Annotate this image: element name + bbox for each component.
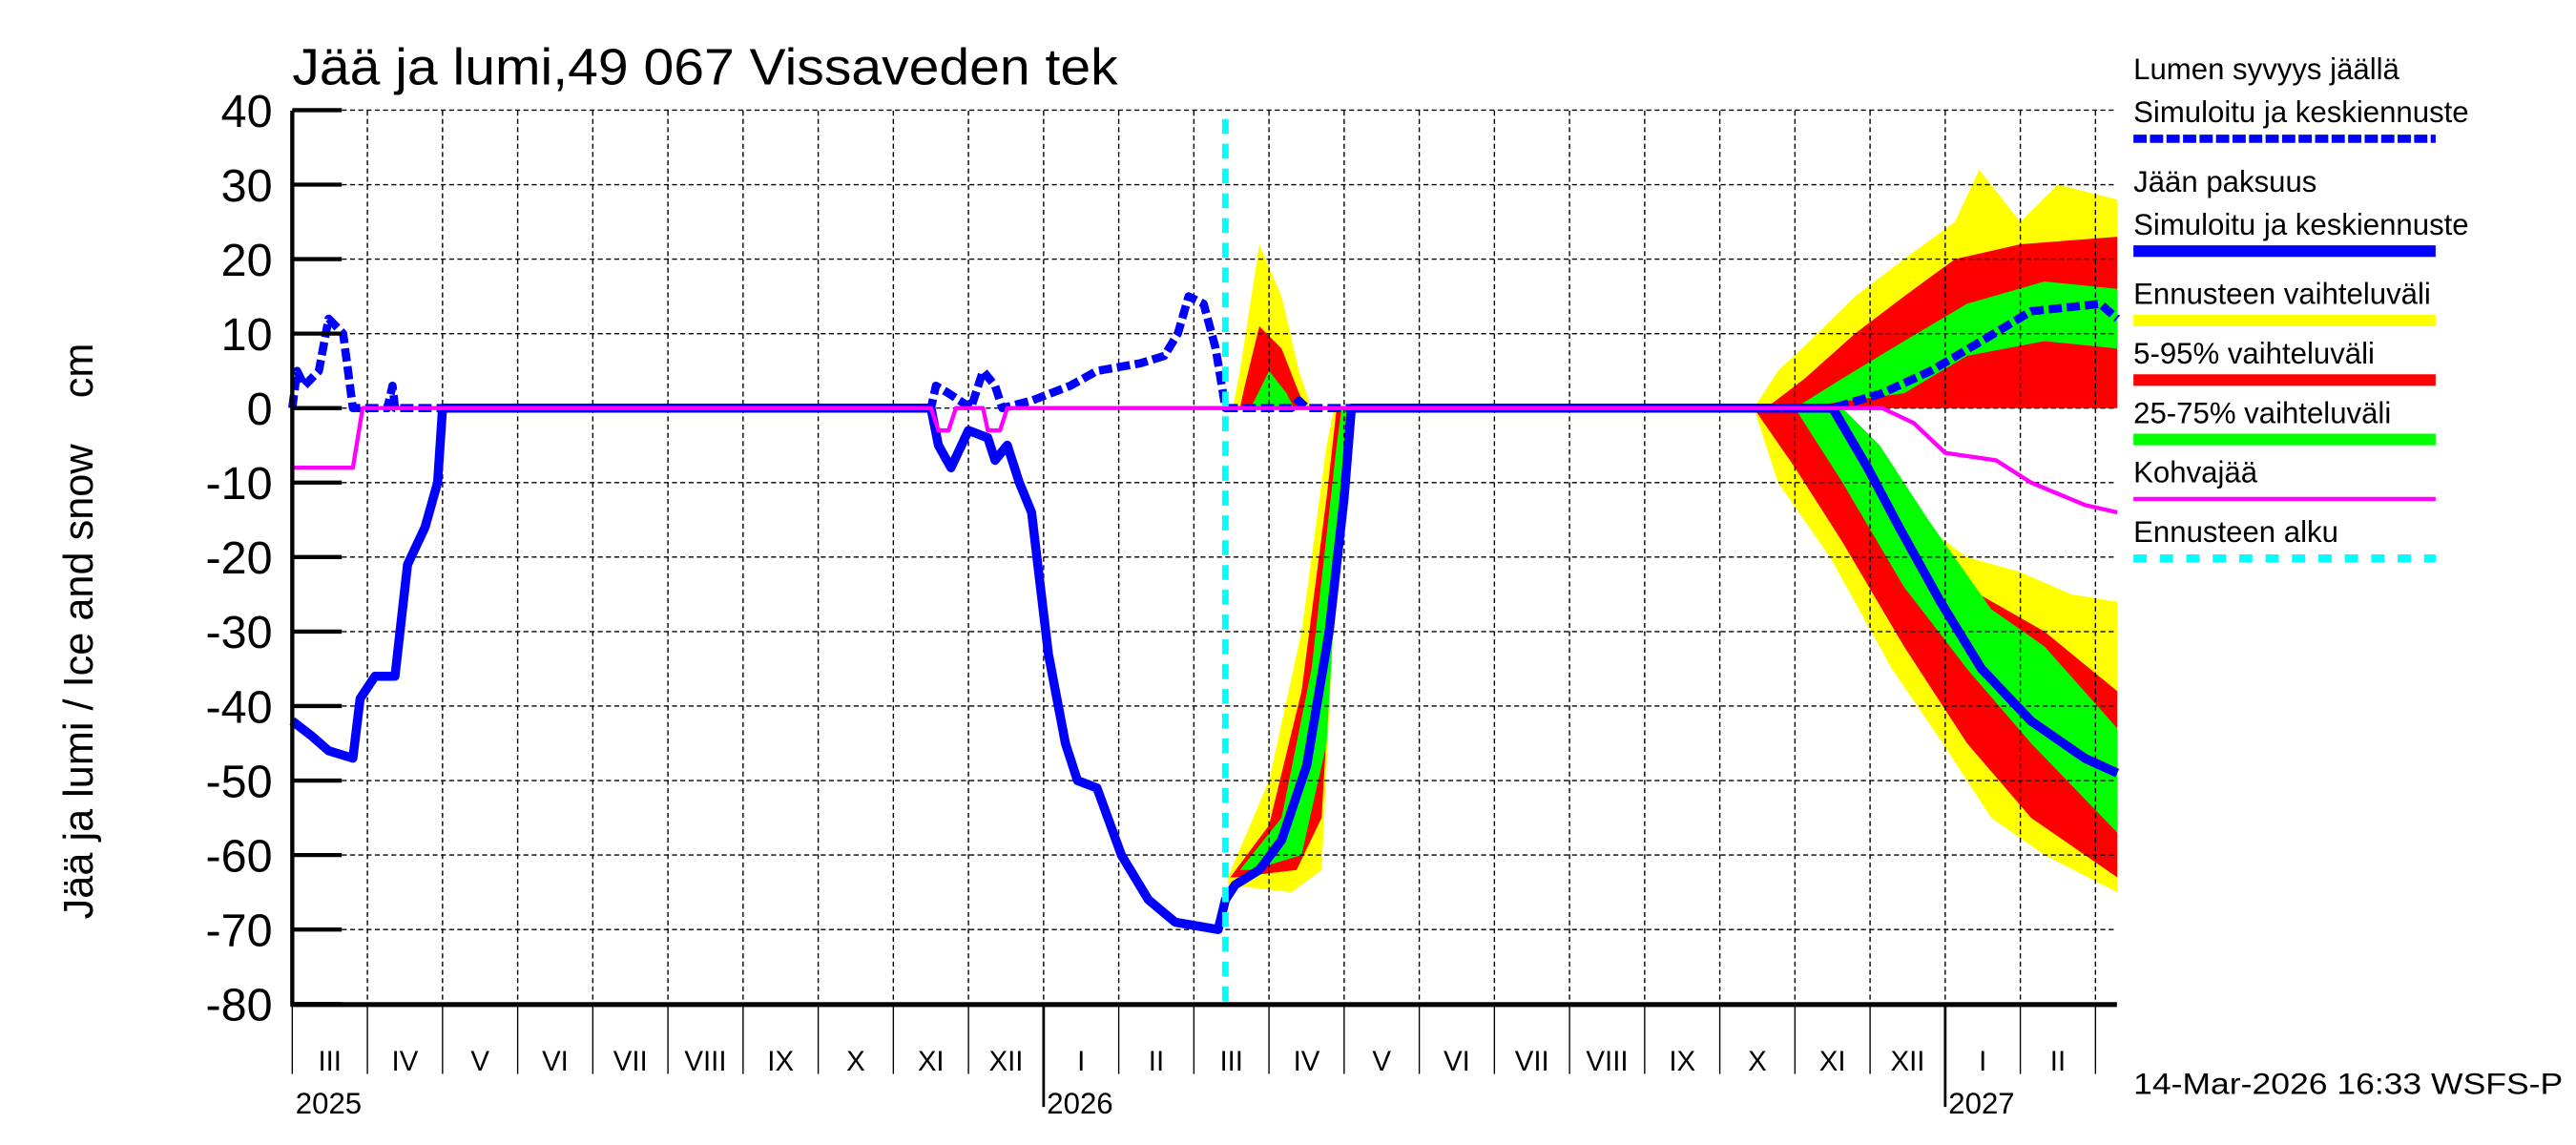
month-label: IV (392, 1046, 419, 1077)
legend-label: Jään paksuus (2133, 165, 2316, 198)
legend-label: Simuloitu ja keskiennuste (2133, 95, 2468, 129)
month-label: III (318, 1046, 342, 1077)
timestamp: 14-Mar-2026 16:33 WSFS-P (2133, 1067, 2563, 1100)
y-tick-label: 20 (221, 235, 273, 286)
legend-item: Ennusteen alku (2133, 515, 2436, 563)
band-ff0000 (1754, 407, 2118, 878)
y-tick-label: 40 (221, 86, 273, 137)
month-label: III (1219, 1046, 1243, 1077)
y-tick-label: -40 (206, 681, 273, 733)
month-label: I (1077, 1046, 1085, 1077)
y-tick-label: -10 (206, 458, 273, 510)
month-label: X (1748, 1046, 1767, 1077)
month-label: VI (542, 1046, 569, 1077)
band-00ff00 (1249, 370, 1295, 408)
legend-label: Ennusteen alku (2133, 515, 2338, 549)
month-label: V (1372, 1046, 1391, 1077)
month-label: V (470, 1046, 489, 1077)
y-tick-label: -80 (206, 980, 273, 1031)
band-ff0000 (1239, 325, 1307, 408)
month-label: I (1979, 1046, 1986, 1077)
y-tick-label: -50 (206, 756, 273, 807)
year-label: 2025 (296, 1087, 362, 1120)
legend-item: 25-75% vaihteluväli (2133, 396, 2436, 446)
legend-label: Simuloitu ja keskiennuste (2133, 208, 2468, 241)
grid-lines (292, 109, 2117, 1005)
legend-item: 5-95% vaihteluväli (2133, 337, 2436, 386)
y-tick-label: -70 (206, 905, 273, 956)
series-lumen-syvyys-j-ll- (288, 292, 2121, 413)
month-label: IV (1294, 1046, 1320, 1077)
month-label: VI (1444, 1046, 1470, 1077)
month-label: XI (918, 1046, 945, 1077)
month-label: IX (1669, 1046, 1695, 1077)
legend-label: Lumen syvyys jäällä (2133, 52, 2399, 86)
legend-label: 5-95% vaihteluväli (2133, 337, 2375, 370)
month-label: VIII (1586, 1046, 1628, 1077)
legend-item: Ennusteen vaihteluväli (2133, 278, 2436, 326)
y-tick-label: -60 (206, 830, 273, 882)
forecast-bands (1227, 169, 2118, 893)
chart-title: Jää ja lumi,49 067 Vissaveden tek (292, 38, 1118, 95)
y-tick-label: -30 (206, 607, 273, 658)
month-label: II (1149, 1046, 1164, 1077)
month-label: XII (1890, 1046, 1924, 1077)
y-tick-label: 0 (247, 384, 273, 435)
y-tick-label: 10 (221, 309, 273, 361)
series-kohvaj- (292, 406, 2118, 515)
legend-item: Kohvajää (2133, 456, 2436, 502)
legend-label: 25-75% vaihteluväli (2133, 396, 2391, 429)
year-label: 2027 (1948, 1087, 2014, 1120)
band-00ff00 (1239, 407, 1347, 870)
month-label: VIII (684, 1046, 726, 1077)
month-label: II (2050, 1046, 2066, 1077)
month-label: X (846, 1046, 865, 1077)
y-tick-label: 30 (221, 160, 273, 212)
y-tick-label: -20 (206, 532, 273, 584)
month-label: XII (988, 1046, 1023, 1077)
legend: Lumen syvyys jäällä Simuloitu ja keskienn… (2133, 52, 2469, 563)
legend-item: Jään paksuus Simuloitu ja keskiennuste (2133, 165, 2469, 258)
month-label: IX (767, 1046, 794, 1077)
month-label: VII (613, 1046, 648, 1077)
year-label: 2026 (1047, 1087, 1112, 1120)
legend-label: Kohvajää (2133, 456, 2258, 489)
month-label: XI (1819, 1046, 1846, 1077)
legend-label: Ennusteen vaihteluväli (2133, 278, 2431, 311)
legend-item: Lumen syvyys jäällä Simuloitu ja keskienn… (2133, 52, 2469, 143)
y-axis-label: Jää ja lumi / Ice and snow cm (56, 344, 102, 920)
data-series (288, 118, 2121, 1005)
month-label: VII (1515, 1046, 1549, 1077)
